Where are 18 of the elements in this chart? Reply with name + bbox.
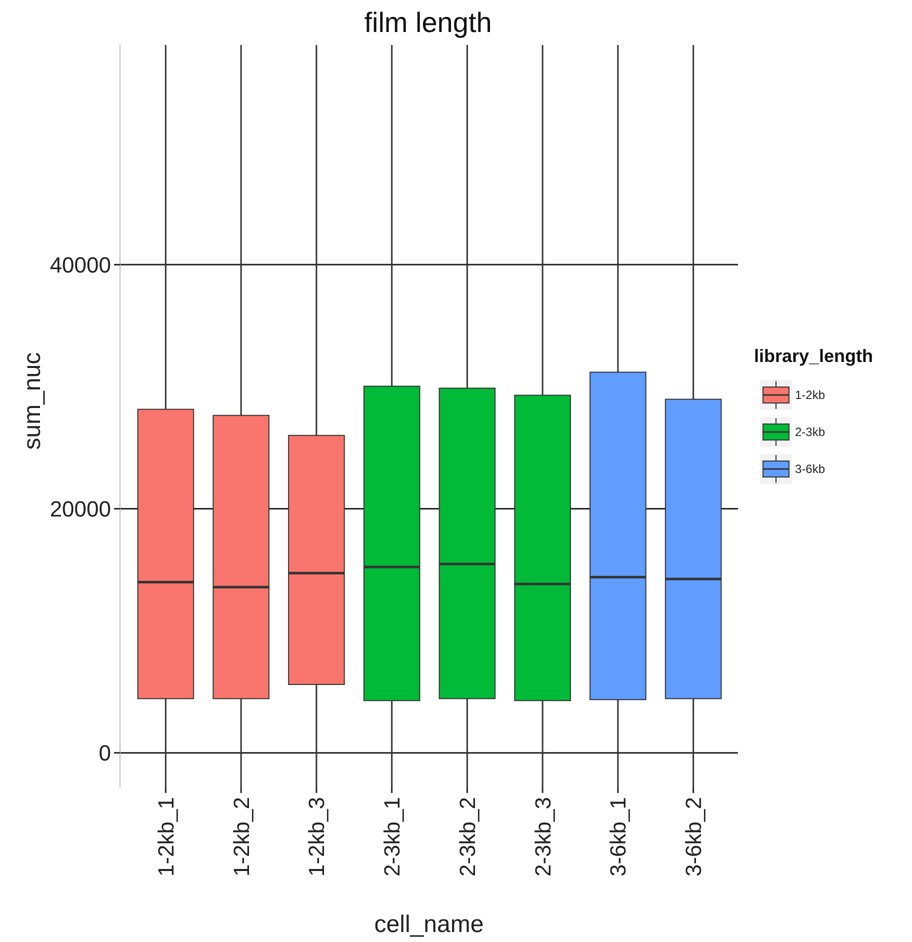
y-tick-label: 0 (98, 740, 111, 766)
x-axis-title: cell_name (374, 911, 484, 938)
x-tick-label: 2-3kb_2 (454, 797, 480, 877)
x-tick-label: 1-2kb_1 (153, 797, 178, 877)
x-tick-label: 1-2kb_3 (304, 797, 330, 877)
y-tick-label: 20000 (50, 496, 111, 522)
y-tick-label: 40000 (50, 252, 111, 278)
y-axis-title: sum_nuc (19, 352, 46, 450)
legend-label: 3-6kb (795, 462, 826, 476)
chart-title: film length (364, 7, 492, 38)
x-tick-label: 3-6kb_1 (606, 797, 631, 877)
x-tick-label: 1-2kb_2 (228, 797, 254, 877)
legend-title: library_length (754, 346, 874, 366)
legend-label: 2-3kb (795, 425, 826, 440)
x-tick-label: 3-6kb_2 (681, 797, 706, 877)
legend-label: 1-2kb (795, 388, 826, 402)
x-tick-label: 2-3kb_1 (380, 797, 405, 877)
x-tick-label: 2-3kb_3 (530, 797, 556, 877)
